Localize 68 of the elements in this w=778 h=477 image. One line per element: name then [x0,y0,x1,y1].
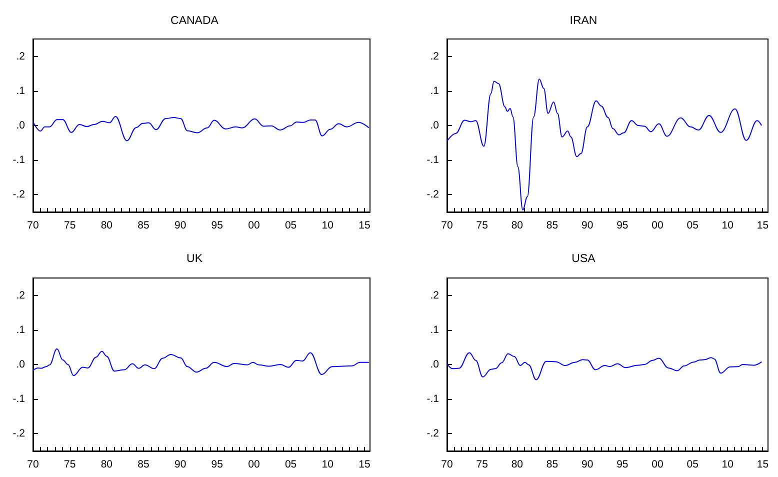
x-tick-label: 70 [441,458,453,470]
y-tick-label: .0 [430,358,440,370]
x-tick-label: 15 [358,220,370,232]
x-tick-label: 10 [322,458,334,470]
x-tick-label: 80 [100,220,113,232]
x-tick-label: 70 [27,458,39,470]
x-tick-label: 90 [581,220,594,232]
y-tick-label: .2 [16,50,26,62]
x-tick-label: 80 [511,458,524,470]
x-tick-label: 95 [211,458,224,470]
x-tick-label: 00 [652,220,664,232]
y-tick-label: .2 [430,50,440,62]
x-tick-label: 75 [476,220,488,232]
y-tick-label: .0 [16,358,26,370]
x-tick-label: 95 [616,458,628,470]
x-tick-label: 90 [174,220,186,232]
x-tick-label: 85 [138,220,150,232]
y-tick-label: -.1 [12,393,26,406]
x-tick-label: 95 [211,220,224,232]
y-tick-label: -.1 [426,393,440,406]
line-series [446,78,762,210]
y-tick-label: -.2 [426,188,440,201]
x-tick-label: 75 [476,458,488,470]
y-tick-label: .1 [430,324,440,336]
x-tick-label: 05 [284,220,297,232]
x-tick-label: 70 [27,220,39,232]
y-tick-label: .0 [430,120,440,132]
x-tick-label: 85 [546,220,558,232]
x-tick-label: 15 [756,458,769,470]
x-tick-label: 15 [358,458,370,470]
y-tick-label: .1 [16,84,26,97]
y-tick-label: -.1 [12,154,26,166]
line-series [32,116,370,142]
y-tick-label: .0 [16,120,26,132]
x-tick-label: 90 [174,458,186,470]
line-series [446,352,762,380]
chart-title: CANADA [170,15,219,27]
x-tick-label: 80 [511,220,524,232]
x-tick-label: 85 [546,458,558,470]
y-tick-label: -.2 [12,188,26,201]
x-tick-label: 80 [100,458,113,470]
x-tick-label: 85 [138,458,150,470]
x-tick-label: 10 [722,458,734,470]
x-tick-label: 75 [64,458,76,470]
x-tick-label: 05 [686,220,699,232]
y-tick-label: -.1 [426,154,440,166]
x-tick-label: 15 [756,220,769,232]
y-tick-label: .1 [430,84,440,97]
x-tick-label: 00 [652,458,664,470]
line-series [32,348,370,376]
y-tick-label: .2 [430,289,440,302]
y-tick-label: .1 [16,324,26,336]
x-tick-label: 05 [686,458,699,470]
x-tick-label: 95 [616,220,628,232]
x-tick-label: 10 [322,220,334,232]
x-tick-label: 90 [581,458,594,470]
y-tick-label: -.2 [426,428,440,440]
chart-title: UK [186,253,203,265]
x-tick-label: 75 [64,220,76,232]
x-tick-label: 00 [248,220,260,232]
x-tick-label: 10 [722,220,734,232]
y-tick-label: -.2 [12,428,26,440]
x-tick-label: 70 [441,220,453,232]
chart-title: USA [572,253,596,265]
x-tick-label: 05 [284,458,297,470]
y-tick-label: .2 [16,289,26,302]
chart-title: IRAN [570,15,598,27]
x-tick-label: 00 [248,458,260,470]
